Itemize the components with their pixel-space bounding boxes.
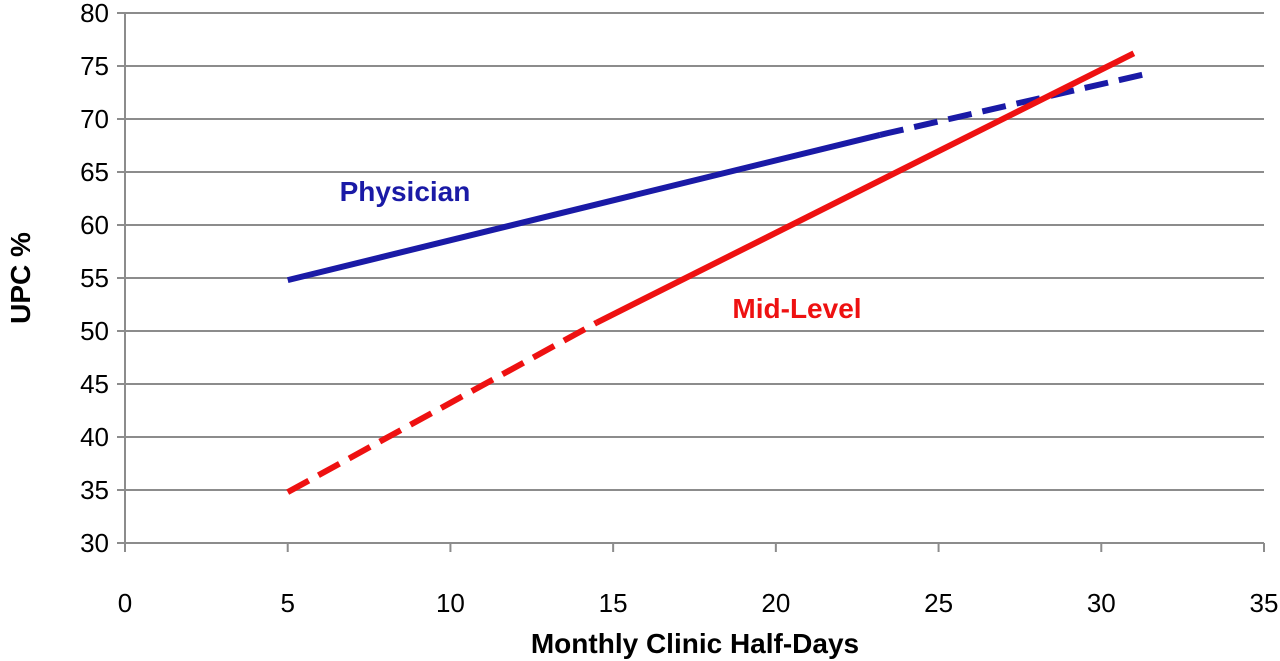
x-tick-label-30: 30: [1087, 588, 1116, 618]
series-label-physician: Physician: [340, 176, 471, 207]
x-tick-label-35: 35: [1250, 588, 1279, 618]
gridlines: [125, 12, 1264, 491]
x-axis-title: Monthly Clinic Half-Days: [531, 628, 859, 659]
x-tick-label-0: 0: [118, 588, 132, 618]
series-line-physician-solid: [286, 131, 881, 284]
x-tick-label-15: 15: [599, 588, 628, 618]
y-tick-label-75: 75: [80, 51, 109, 81]
y-tick-label-55: 55: [80, 263, 109, 293]
series-lines: [286, 50, 1145, 495]
y-tick-label-80: 80: [80, 0, 109, 28]
axes: [117, 12, 1265, 552]
y-tick-label-50: 50: [80, 316, 109, 346]
y-tick-label-60: 60: [80, 210, 109, 240]
series-line-mid-level-dashed: [286, 319, 599, 495]
y-tick-label-45: 45: [80, 369, 109, 399]
x-tick-label-20: 20: [761, 588, 790, 618]
y-tick-label-65: 65: [80, 157, 109, 187]
y-tick-label-30: 30: [80, 528, 109, 558]
tick-labels: 30 35 40 45 50 55 60 65 70 75 80 0 5 10 15 20 25 30 35: [80, 0, 1278, 618]
y-axis-title: UPC %: [5, 232, 36, 324]
x-tick-label-5: 5: [280, 588, 294, 618]
series-line-mid-level-solid: [595, 50, 1136, 326]
x-tick-label-25: 25: [924, 588, 953, 618]
y-tick-label-40: 40: [80, 422, 109, 452]
x-tick-label-10: 10: [436, 588, 465, 618]
series-label-mid-level: Mid-Level: [732, 293, 861, 324]
y-tick-label-35: 35: [80, 475, 109, 505]
series-line-physician-dashed: [879, 71, 1145, 138]
y-tick-label-70: 70: [80, 104, 109, 134]
